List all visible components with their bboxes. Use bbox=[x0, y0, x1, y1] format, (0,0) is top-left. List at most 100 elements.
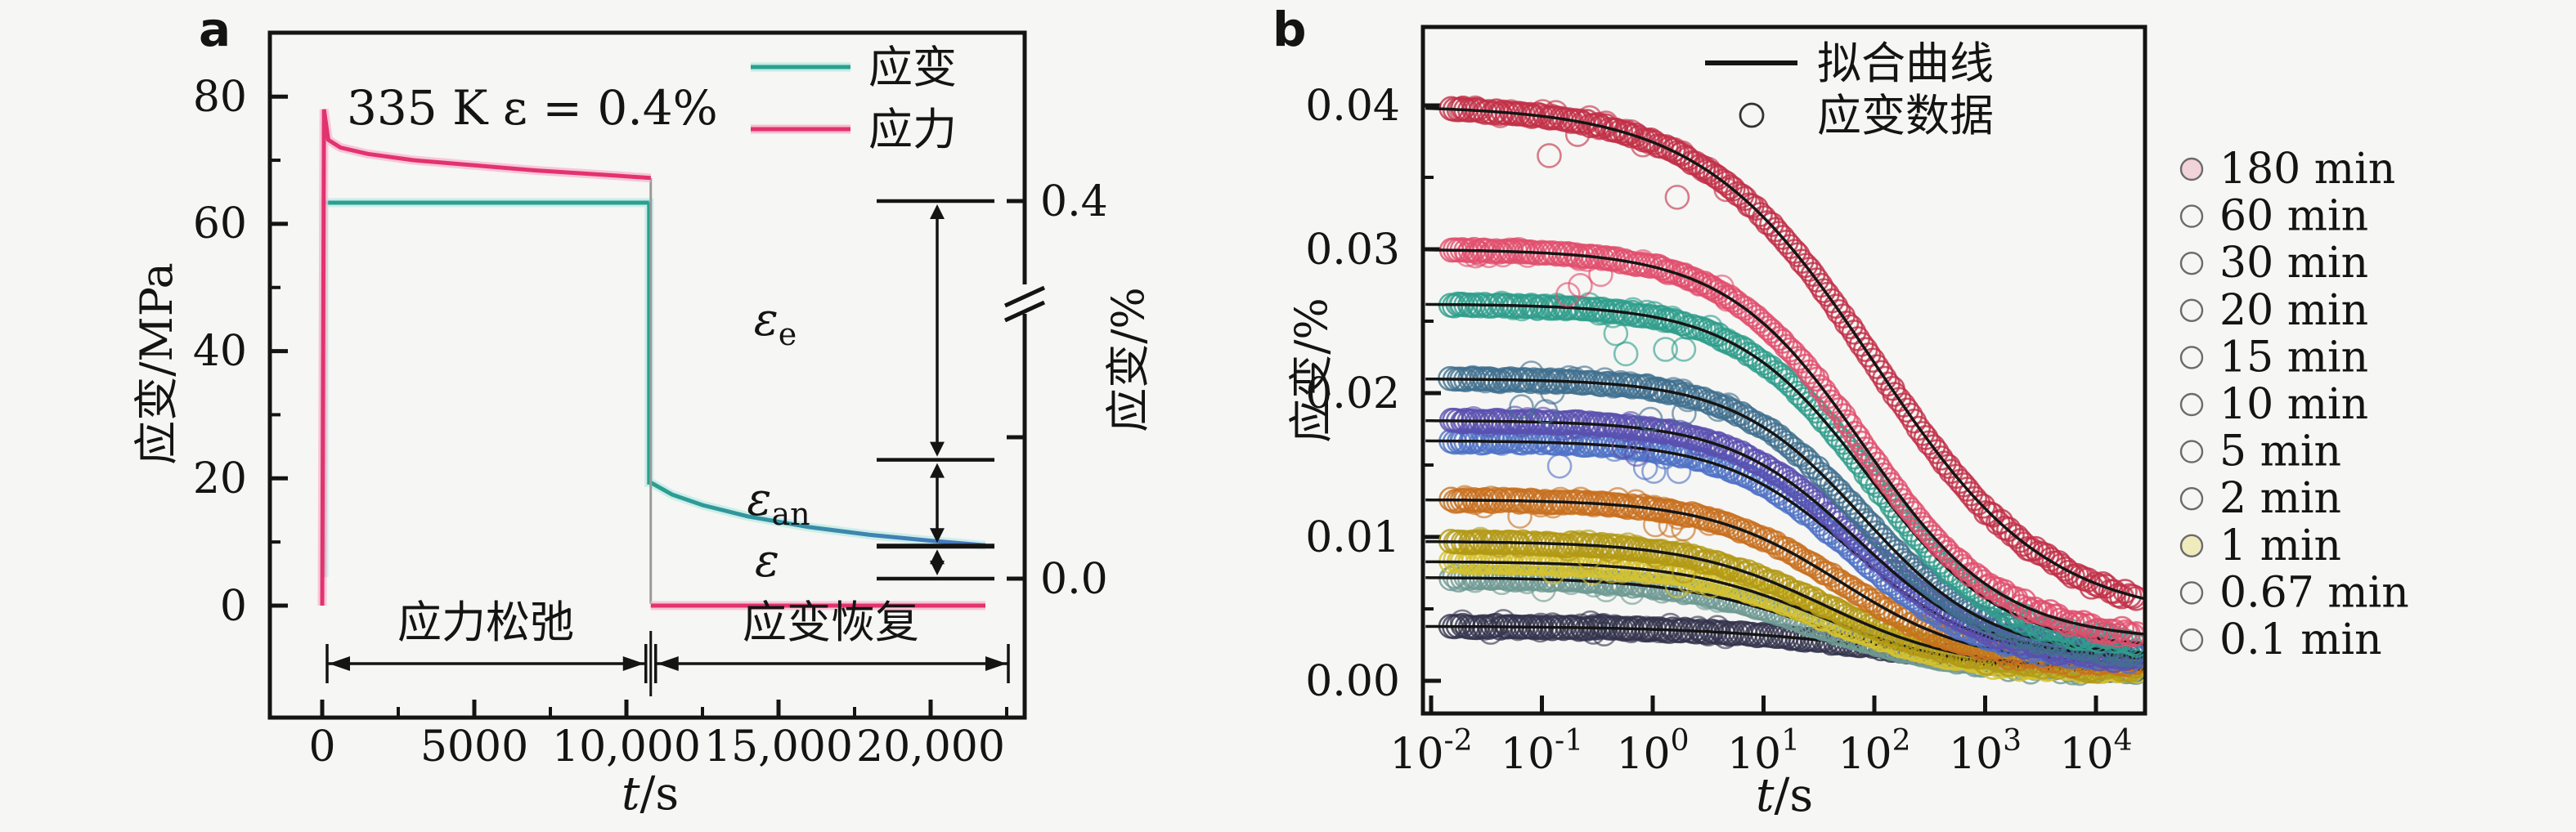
data-circle bbox=[1506, 236, 1532, 262]
data-circle bbox=[1580, 560, 1605, 586]
a-xtick-15000: 15,000 bbox=[704, 722, 853, 772]
data-circle bbox=[1697, 275, 1723, 301]
data-circle bbox=[1476, 412, 1501, 437]
data-circle bbox=[1461, 406, 1487, 432]
series-legend-label: 15 min bbox=[2219, 333, 2368, 382]
data-circle bbox=[1634, 299, 1659, 325]
data-circle bbox=[1488, 103, 1513, 128]
legend-data-circle-icon bbox=[1739, 102, 1765, 128]
series-legend-item: 30 min bbox=[2179, 239, 2368, 288]
data-outlier-circle bbox=[1568, 273, 1593, 298]
data-outlier-circle bbox=[1632, 454, 1658, 481]
data-circle bbox=[1501, 295, 1526, 320]
arrow-head bbox=[329, 656, 350, 671]
data-circle bbox=[1519, 360, 1544, 386]
data-outlier-circle bbox=[1555, 282, 1581, 307]
data-circle bbox=[2123, 585, 2143, 611]
data-circle bbox=[1462, 95, 1488, 121]
data-circle bbox=[2120, 584, 2143, 610]
data-outlier-circle bbox=[1671, 558, 1697, 584]
legend-fit-label: 拟合曲线 bbox=[1817, 38, 1994, 89]
series-legend-circle-icon bbox=[2179, 628, 2204, 652]
series-legend-circle-icon bbox=[2179, 157, 2204, 181]
arrow-head bbox=[930, 561, 945, 575]
data-circle bbox=[1950, 553, 1976, 579]
data-circle bbox=[1669, 140, 1695, 166]
panel-b-legend: 拟合曲线 应变数据 bbox=[1705, 38, 1994, 141]
data-circle bbox=[1655, 419, 1681, 445]
data-circle bbox=[1636, 129, 1663, 154]
data-circle bbox=[1897, 402, 1923, 428]
series-legend-circle-icon bbox=[2179, 346, 2204, 369]
region-strain-recovery-label: 应变恢复 bbox=[743, 597, 919, 648]
a-condition-annotation: 335 K ε = 0.4% bbox=[347, 80, 718, 136]
data-circle bbox=[1658, 612, 1683, 638]
series-legend-label: 30 min bbox=[2219, 239, 2368, 288]
data-circle bbox=[1574, 247, 1600, 272]
data-circle bbox=[1618, 618, 1644, 644]
panel-a-legend: 应变 应力 bbox=[751, 42, 957, 155]
data-circle bbox=[1623, 489, 1649, 515]
b-xtick-label: 102 bbox=[1838, 724, 1910, 779]
a-ytick-0: 0 bbox=[220, 582, 247, 631]
series-180-min bbox=[1425, 95, 2143, 611]
b-xtick-label: 103 bbox=[1949, 724, 2022, 779]
data-circle bbox=[1490, 242, 1515, 268]
series-legend-circle-icon bbox=[2179, 440, 2204, 463]
data-circle bbox=[1715, 556, 1741, 581]
data-circle bbox=[1658, 499, 1683, 525]
data-outlier-circle bbox=[1528, 617, 1553, 643]
panel-b-xtick-labels: 10-2 10-1 100 101 102 103 104 bbox=[1389, 724, 2132, 779]
data-circle bbox=[1528, 492, 1554, 518]
data-circle bbox=[1483, 427, 1509, 453]
data-outlier-circle bbox=[1658, 512, 1684, 538]
a-ytick-20: 20 bbox=[193, 454, 247, 503]
data-circle bbox=[1681, 424, 1707, 450]
series-legend-circle-icon bbox=[2179, 534, 2204, 557]
a-xtick-20000: 20,000 bbox=[856, 722, 1005, 772]
data-circle bbox=[1935, 539, 1961, 565]
data-circle bbox=[1841, 320, 1867, 345]
data-outlier-circle bbox=[1624, 441, 1649, 467]
data-circle bbox=[1698, 315, 1723, 340]
data-circle bbox=[1894, 550, 1920, 576]
region-stress-relaxation-label: 应力松弛 bbox=[397, 597, 574, 648]
a-rytick-04: 0.4 bbox=[1040, 177, 1108, 226]
data-circle bbox=[1704, 615, 1730, 641]
a-yaxis-right-title: 应变/% bbox=[1102, 287, 1154, 432]
a-xtick-5000: 5000 bbox=[420, 722, 528, 772]
data-outlier-circle bbox=[1581, 620, 1606, 645]
data-circle bbox=[1860, 347, 1886, 374]
data-outlier-circle bbox=[1509, 394, 1534, 419]
panel-a-plot-frame bbox=[267, 30, 1027, 720]
series-legend-circle-icon bbox=[2179, 252, 2204, 275]
data-circle bbox=[1916, 430, 1942, 456]
data-circle bbox=[2045, 550, 2071, 575]
data-outlier-circle bbox=[1541, 559, 1566, 585]
data-outlier-circle bbox=[1672, 400, 1697, 427]
data-circle bbox=[1577, 105, 1603, 131]
data-outlier-circle bbox=[1637, 406, 1663, 432]
data-circle bbox=[1714, 328, 1740, 353]
data-circle bbox=[1592, 367, 1618, 393]
stress-curve bbox=[320, 109, 651, 606]
data-circle bbox=[1954, 557, 1980, 582]
panel-b-label: b bbox=[1272, 2, 1307, 57]
arrow-head bbox=[930, 528, 945, 543]
data-circle bbox=[1568, 486, 1594, 512]
data-outlier-circle bbox=[1546, 453, 1573, 479]
epsilon-label: ε bbox=[755, 535, 779, 588]
fit-curve bbox=[1425, 248, 2143, 636]
data-circle bbox=[1487, 532, 1513, 558]
fit-curve bbox=[1425, 106, 2143, 601]
panel-a: a 0 20 40 60 80 0.4 0.0 0 5000 10,000 15… bbox=[131, 2, 1154, 821]
data-circle bbox=[1604, 487, 1631, 512]
strain-recovery-curve bbox=[647, 203, 986, 548]
arrow-head bbox=[622, 656, 644, 671]
series-legend-label: 0.1 min bbox=[2219, 615, 2382, 664]
data-circle bbox=[1928, 445, 1954, 471]
data-circle bbox=[1655, 260, 1681, 286]
data-circle bbox=[1695, 156, 1721, 182]
